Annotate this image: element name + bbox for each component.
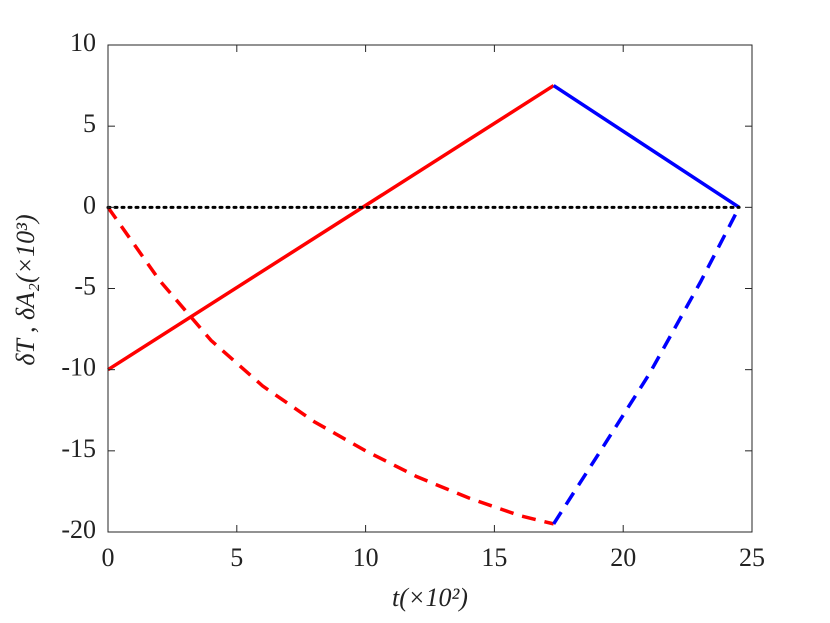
x-tick-label: 20 [610,543,636,572]
y-tick-label: 0 [83,190,96,219]
y-tick-label: -20 [61,515,96,544]
y-tick-label: -15 [61,434,96,463]
y-axis-label: δT , δA₂(×10³) [11,214,40,365]
y-tick-label: -5 [74,271,96,300]
x-tick-label: 10 [353,543,379,572]
x-tick-label: 0 [102,543,115,572]
x-tick-label: 15 [481,543,507,572]
x-axis-label: t(×10²) [392,583,468,612]
line-series [552,206,741,525]
line-series [106,206,555,526]
plot-frame [107,44,753,533]
line-series [552,84,741,209]
y-tick-label: 5 [83,109,96,138]
y-tick-label: -10 [61,353,96,382]
x-tick-label: 25 [739,543,765,572]
y-tick-label: 10 [70,28,96,57]
line-series [107,84,555,372]
x-tick-label: 5 [230,543,243,572]
